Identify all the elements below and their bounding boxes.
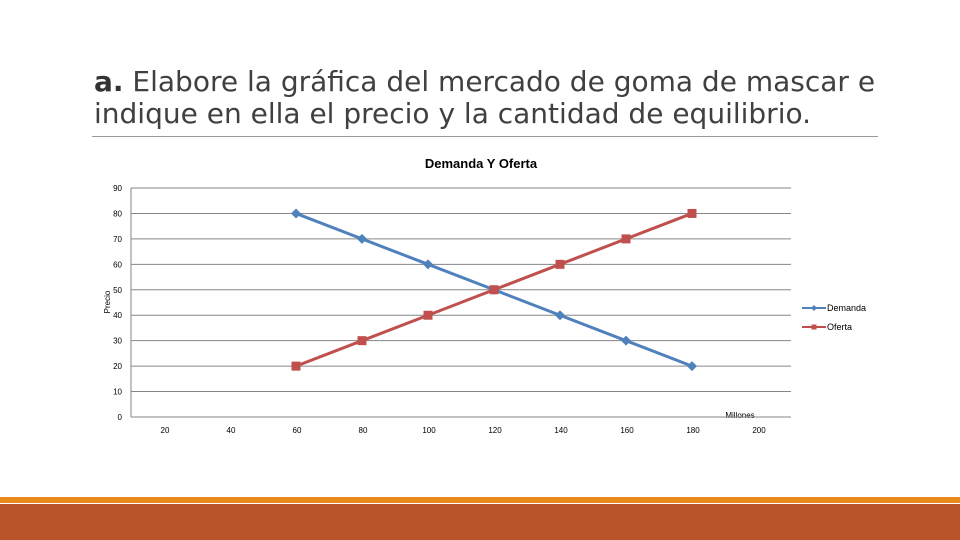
y-axis-label: Precio <box>103 290 112 313</box>
slide-title: a. Elabore la gráfica del mercado de gom… <box>94 66 894 130</box>
data-point-demanda <box>357 233 367 244</box>
y-tick-label: 10 <box>113 388 122 397</box>
legend: Demanda Oferta <box>802 303 866 332</box>
legend-label-oferta: Oferta <box>827 322 852 332</box>
data-point-oferta <box>687 208 697 218</box>
x-tick-label: 140 <box>554 426 568 435</box>
x-tick-label: 200 <box>752 426 766 435</box>
x-tick-label: 120 <box>488 426 502 435</box>
y-tick-label: 20 <box>113 362 122 371</box>
data-point-oferta <box>423 310 433 320</box>
series-layer <box>291 208 697 372</box>
y-tick-label: 0 <box>118 413 123 422</box>
slide-title-text: Elabore la gráfica del mercado de goma d… <box>94 65 876 130</box>
x-tick-label: 80 <box>359 426 368 435</box>
x-tick-label: 20 <box>161 426 170 435</box>
data-point-oferta <box>621 234 631 244</box>
data-point-demanda <box>687 361 697 372</box>
y-tick-label: 50 <box>113 286 122 295</box>
x-tick-label: 180 <box>686 426 700 435</box>
data-point-oferta <box>489 285 499 295</box>
x-tick-label: 60 <box>293 426 302 435</box>
data-point-oferta <box>291 361 301 371</box>
data-point-demanda <box>621 335 631 346</box>
x-tick-labels: 20 40 60 80 100 120 140 160 180 200 <box>161 426 767 435</box>
data-point-oferta <box>555 259 565 269</box>
x-tick-label: 100 <box>422 426 436 435</box>
legend-marker-oferta <box>811 324 817 330</box>
title-divider <box>92 136 878 137</box>
data-point-demanda <box>291 208 301 219</box>
y-tick-label: 90 <box>113 184 122 193</box>
legend-label-demanda: Demanda <box>827 303 866 313</box>
slide-title-lead: a. <box>94 65 124 98</box>
x-tick-label: 160 <box>620 426 634 435</box>
legend-marker-demanda <box>811 305 817 311</box>
footer-accent-line <box>0 497 960 503</box>
grid-layer <box>130 187 791 418</box>
chart-title: Demanda Y Oferta <box>425 156 538 171</box>
y-tick-label: 40 <box>113 311 122 320</box>
footer-band <box>0 504 960 540</box>
y-tick-label: 30 <box>113 337 122 346</box>
y-tick-label: 70 <box>113 235 122 244</box>
x-tick-label: 40 <box>227 426 236 435</box>
data-point-demanda <box>555 310 565 321</box>
y-tick-labels: 0 10 20 30 40 50 60 70 80 90 <box>113 184 122 422</box>
y-tick-label: 60 <box>113 260 122 269</box>
demand-supply-chart: Demanda Y Oferta Precio Millones 0 10 20 30… <box>103 156 866 435</box>
y-tick-label: 80 <box>113 209 122 218</box>
data-point-oferta <box>357 336 367 346</box>
x-axis-label: Millones <box>725 411 754 420</box>
data-point-demanda <box>423 259 433 270</box>
